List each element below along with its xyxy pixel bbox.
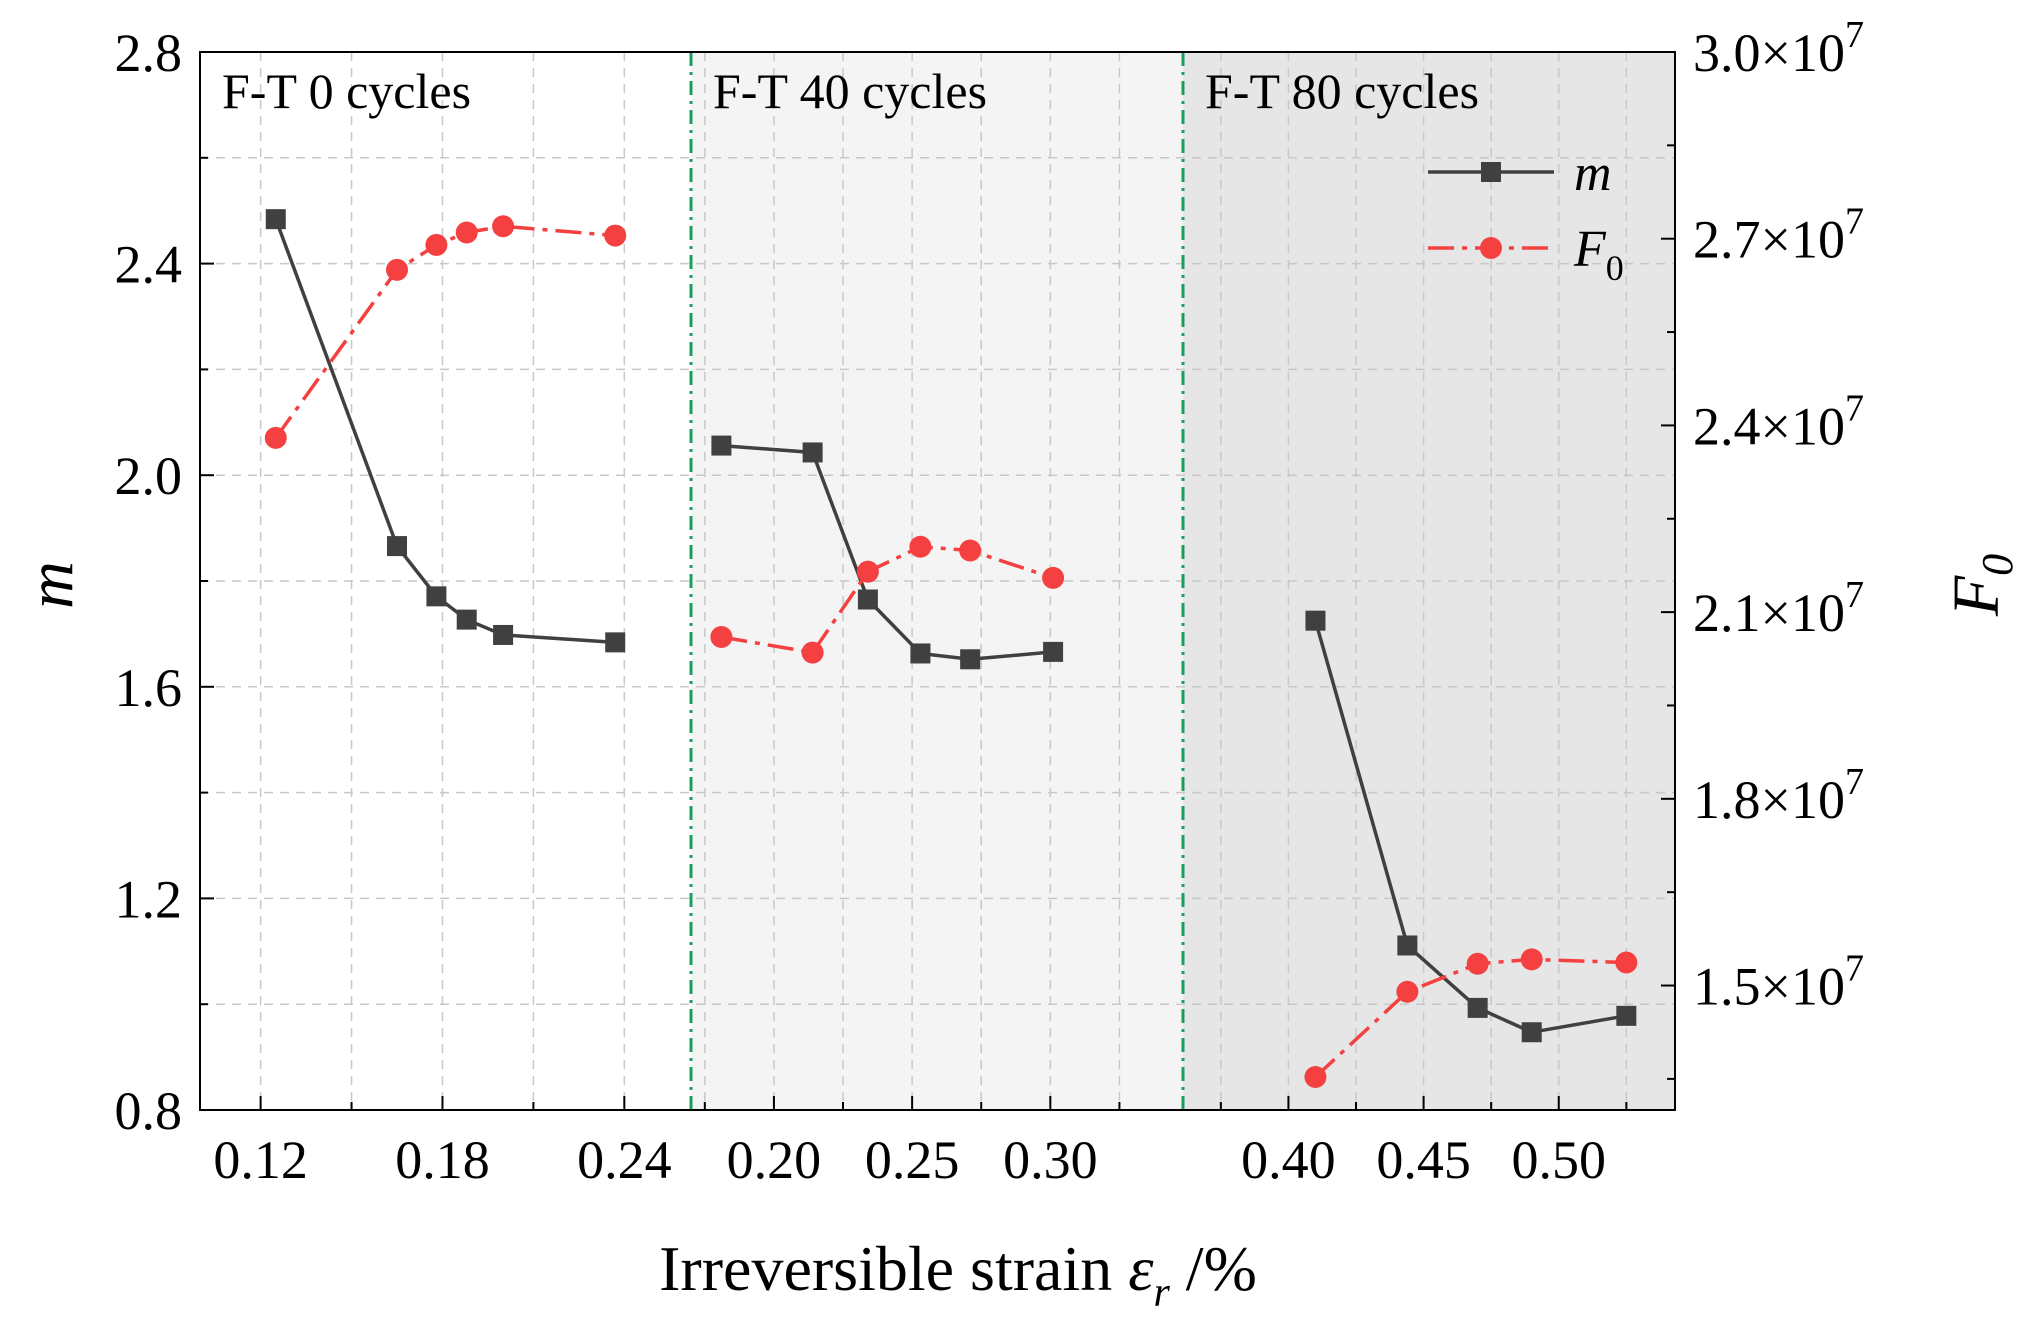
y-right-tick-mantissa: 2.7×10 — [1693, 210, 1845, 270]
f0-point — [1615, 951, 1638, 974]
legend-f0-marker — [1480, 237, 1502, 259]
m-point — [605, 632, 626, 653]
m-point — [1521, 1022, 1542, 1043]
m-point — [910, 643, 931, 664]
m-point — [1616, 1005, 1637, 1026]
x-tick-label: 0.45 — [1376, 1130, 1471, 1190]
y-right-tick-label: 1.8×107 — [1693, 761, 1864, 830]
f0-point — [801, 641, 824, 664]
y-right-tick-exponent: 7 — [1845, 201, 1864, 243]
legend-f0-label-main: F — [1573, 221, 1607, 278]
f0-point — [1042, 566, 1065, 589]
f0-series-line — [274, 224, 616, 439]
y-right-tick-label: 2.7×107 — [1693, 201, 1864, 270]
m-series-line — [274, 218, 616, 645]
y-right-tick-label: 2.4×107 — [1693, 387, 1864, 456]
y-right-tick-label: 2.1×107 — [1693, 574, 1864, 643]
m-point — [711, 435, 732, 456]
y-right-tick-mantissa: 1.5×10 — [1693, 957, 1845, 1017]
panel-label: F-T 0 cycles — [222, 63, 471, 119]
x-tick-label: 0.25 — [865, 1130, 960, 1190]
x-axis-label-sub: r — [1153, 1270, 1170, 1316]
grid-lines — [200, 52, 1675, 1110]
f0-point — [909, 535, 932, 558]
m-point — [960, 649, 981, 670]
y-left-tick-label: 1.6 — [115, 658, 183, 718]
y-right-tick-exponent: 7 — [1845, 948, 1864, 990]
y-right-tick-exponent: 7 — [1845, 387, 1864, 429]
x-tick-label: 0.30 — [1003, 1130, 1098, 1190]
m-point — [1305, 610, 1326, 631]
f0-point — [959, 539, 982, 562]
y-right-tick-label: 3.0×107 — [1693, 14, 1864, 83]
f0-point — [492, 215, 515, 238]
y-axis-right-label-main: F — [1940, 575, 2013, 617]
f0-point — [1304, 1066, 1327, 1089]
y-left-tick-label: 2.0 — [115, 446, 183, 506]
panel-label: F-T 80 cycles — [1205, 63, 1479, 119]
x-axis-label-symbol: ε — [1128, 1233, 1154, 1304]
x-tick-label: 0.24 — [577, 1130, 672, 1190]
f0-point — [1396, 980, 1419, 1003]
m-point — [265, 209, 286, 230]
axis-ticks: 0.81.21.62.02.42.81.5×1071.8×1072.1×1072… — [115, 14, 1864, 1190]
y-axis-right-label: F0 — [1940, 554, 2017, 617]
m-point — [857, 589, 878, 610]
m-point — [387, 536, 408, 557]
f0-point — [710, 626, 733, 649]
y-left-tick-label: 2.8 — [115, 23, 183, 83]
m-point — [493, 624, 514, 645]
legend: mF0 — [1428, 145, 1624, 288]
m-point — [426, 586, 447, 607]
x-axis-label: Irreversible strain εr /% — [659, 1233, 1257, 1316]
f0-point — [455, 221, 478, 244]
y-axis-left-label: m — [14, 561, 87, 609]
legend-f0-label-sub: 0 — [1606, 248, 1624, 288]
y-right-tick-exponent: 7 — [1845, 574, 1864, 616]
y-axis-right-label-sub: 0 — [1973, 554, 2017, 576]
f0-point — [264, 426, 287, 449]
f0-point — [856, 560, 879, 583]
y-right-tick-mantissa: 3.0×10 — [1693, 23, 1845, 83]
y-right-tick-exponent: 7 — [1845, 761, 1864, 803]
x-axis-label-suffix: /% — [1170, 1233, 1257, 1304]
m-point — [456, 609, 477, 630]
y-right-tick-mantissa: 2.4×10 — [1693, 396, 1845, 456]
x-axis-label-prefix: Irreversible strain — [659, 1233, 1128, 1304]
y-right-tick-label: 1.5×107 — [1693, 948, 1864, 1017]
f0-point — [425, 233, 448, 256]
f0-point — [604, 224, 627, 247]
legend-f0-label: F0 — [1573, 221, 1624, 288]
m-series-line — [721, 443, 1054, 662]
x-tick-label: 0.20 — [727, 1130, 822, 1190]
panel-labels: F-T 0 cycles F-T 40 cycles F-T 80 cycles — [222, 63, 1479, 119]
f0-point — [386, 258, 409, 281]
legend-m-marker — [1481, 162, 1501, 182]
x-tick-label: 0.50 — [1512, 1130, 1607, 1190]
m-point — [1043, 641, 1064, 662]
x-tick-label: 0.12 — [213, 1130, 308, 1190]
y-left-tick-label: 1.2 — [115, 869, 183, 929]
f0-point — [1466, 952, 1489, 975]
panel-dividers — [689, 52, 1185, 1110]
y-right-tick-mantissa: 1.8×10 — [1693, 770, 1845, 830]
y-right-tick-mantissa: 2.1×10 — [1693, 583, 1845, 643]
m-point — [802, 442, 823, 463]
m-point — [1397, 935, 1418, 956]
panel-label: F-T 40 cycles — [713, 63, 987, 119]
x-tick-label: 0.18 — [395, 1130, 490, 1190]
legend-m-label: m — [1574, 145, 1612, 202]
y-left-tick-label: 0.8 — [115, 1081, 183, 1141]
series-layer — [264, 209, 1638, 1089]
x-tick-label: 0.40 — [1241, 1130, 1336, 1190]
y-left-tick-label: 2.4 — [115, 235, 183, 295]
f0-point — [1520, 948, 1543, 971]
m-point — [1467, 997, 1488, 1018]
y-right-tick-exponent: 7 — [1845, 14, 1864, 56]
